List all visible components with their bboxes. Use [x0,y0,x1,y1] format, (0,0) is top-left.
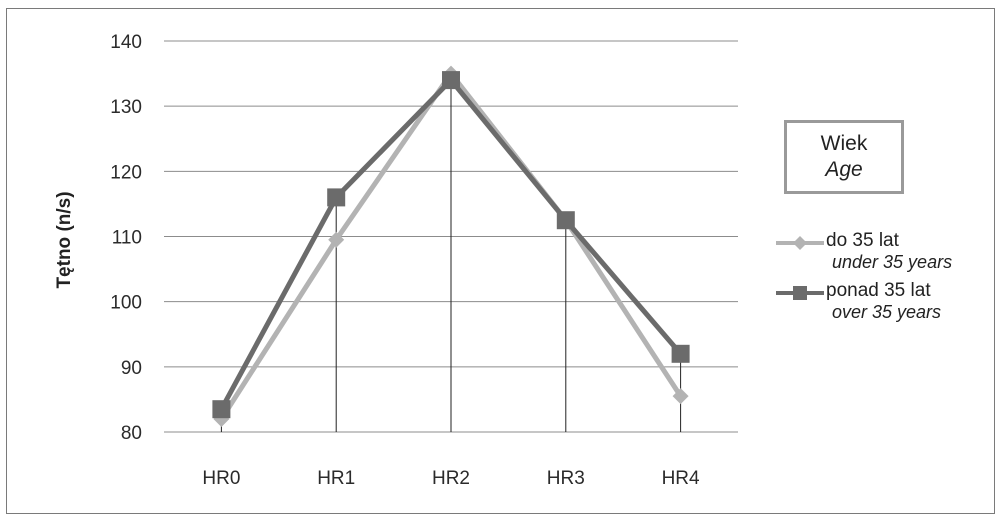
y-tick-label-130: 130 [110,97,142,118]
chart-frame [6,8,995,514]
point-series-2-hr1 [327,188,346,207]
point-series-2-hr2 [442,71,460,90]
y-tick-label-120: 120 [110,162,142,183]
legend-label-series-1: do 35 lat [826,230,899,251]
x-tick-label-hr1: HR1 [317,468,355,489]
point-series-2-hr4 [671,344,690,363]
y-axis-label: Tętno (n/s) [54,191,75,288]
y-tick-label-90: 90 [121,358,142,379]
point-series-1-hr4 [672,388,689,405]
y-tick-label-140: 140 [110,32,142,53]
legend-title-line-2: Age [825,158,863,181]
x-tick-label-hr0: HR0 [202,468,240,489]
legend-title-line-1: Wiek [820,132,868,155]
legend-sublabel-series-1: under 35 years [832,252,953,272]
legend-sublabel-series-2: over 35 years [832,302,942,322]
legend-diamond-marker [793,236,807,250]
point-series-1-hr1 [328,231,345,248]
y-tick-label-100: 100 [110,293,142,314]
x-tick-label-hr2: HR2 [432,468,470,489]
legend-title: Wiek Age [784,120,904,194]
x-tick-label-hr4: HR4 [662,468,700,489]
y-tick-label-110: 110 [112,228,142,249]
point-series-2-hr0 [212,400,231,419]
y-tick-label-80: 80 [121,423,142,444]
x-tick-label-hr3: HR3 [547,468,585,489]
legend-label-series-2: ponad 35 lat [826,280,931,301]
point-series-2-hr3 [556,211,575,230]
legend-square-marker [793,286,807,300]
